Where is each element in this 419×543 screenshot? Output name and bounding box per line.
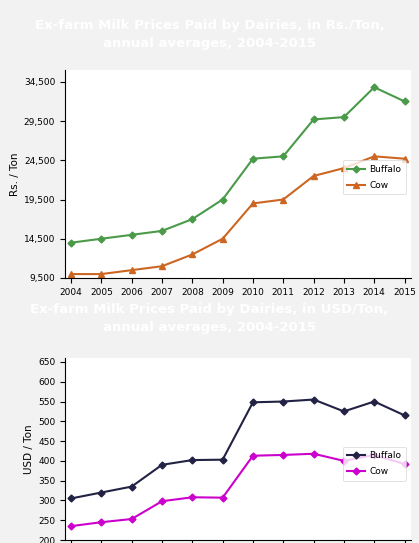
Buffalo bbox=[281, 153, 286, 160]
Line: Buffalo: Buffalo bbox=[69, 397, 407, 501]
Buffalo bbox=[129, 231, 134, 238]
Cow bbox=[281, 452, 286, 458]
Cow bbox=[251, 452, 256, 459]
Y-axis label: Rs. / Ton: Rs. / Ton bbox=[10, 152, 20, 195]
Cow bbox=[341, 165, 347, 172]
Cow bbox=[160, 263, 165, 269]
Buffalo bbox=[190, 457, 195, 463]
Y-axis label: USD / Ton: USD / Ton bbox=[24, 424, 34, 474]
Buffalo bbox=[281, 398, 286, 405]
Cow bbox=[220, 236, 225, 242]
Legend: Buffalo, Cow: Buffalo, Cow bbox=[342, 447, 406, 481]
Line: Cow: Cow bbox=[69, 451, 407, 528]
Buffalo bbox=[160, 462, 165, 468]
Legend: Buffalo, Cow: Buffalo, Cow bbox=[342, 160, 406, 194]
Buffalo bbox=[372, 84, 377, 91]
Buffalo bbox=[220, 196, 225, 203]
Cow bbox=[281, 196, 286, 203]
Text: Ex-farm Milk Prices Paid by Dairies, in USD/Ton,
annual averages, 2004-2015: Ex-farm Milk Prices Paid by Dairies, in … bbox=[31, 304, 388, 334]
Cow bbox=[190, 251, 195, 258]
Cow bbox=[129, 516, 134, 522]
Cow bbox=[129, 267, 134, 274]
Cow bbox=[68, 271, 73, 277]
Cow bbox=[220, 495, 225, 501]
Cow bbox=[68, 523, 73, 529]
Buffalo bbox=[160, 228, 165, 234]
Buffalo bbox=[311, 116, 316, 123]
Buffalo bbox=[372, 398, 377, 405]
Buffalo bbox=[68, 239, 73, 246]
Buffalo bbox=[190, 216, 195, 223]
Buffalo bbox=[251, 399, 256, 406]
Cow bbox=[402, 461, 407, 468]
Buffalo bbox=[341, 408, 347, 415]
Buffalo bbox=[220, 457, 225, 463]
Cow bbox=[251, 200, 256, 207]
Buffalo bbox=[402, 412, 407, 419]
Buffalo bbox=[68, 495, 73, 502]
Cow bbox=[190, 494, 195, 501]
Buffalo bbox=[341, 114, 347, 121]
Cow bbox=[372, 153, 377, 160]
Buffalo bbox=[402, 98, 407, 105]
Line: Cow: Cow bbox=[68, 154, 407, 277]
Buffalo bbox=[129, 483, 134, 490]
Cow bbox=[160, 498, 165, 504]
Buffalo bbox=[99, 489, 104, 496]
Text: Ex-farm Milk Prices Paid by Dairies, in Rs./Ton,
annual averages, 2004-2015: Ex-farm Milk Prices Paid by Dairies, in … bbox=[34, 20, 385, 50]
Cow bbox=[402, 155, 407, 162]
Line: Buffalo: Buffalo bbox=[69, 85, 407, 245]
Buffalo bbox=[311, 396, 316, 403]
Cow bbox=[372, 452, 377, 458]
Cow bbox=[311, 173, 316, 179]
Cow bbox=[341, 458, 347, 464]
Cow bbox=[99, 271, 104, 277]
Cow bbox=[99, 519, 104, 526]
Buffalo bbox=[99, 236, 104, 242]
Cow bbox=[311, 451, 316, 457]
Buffalo bbox=[251, 155, 256, 162]
